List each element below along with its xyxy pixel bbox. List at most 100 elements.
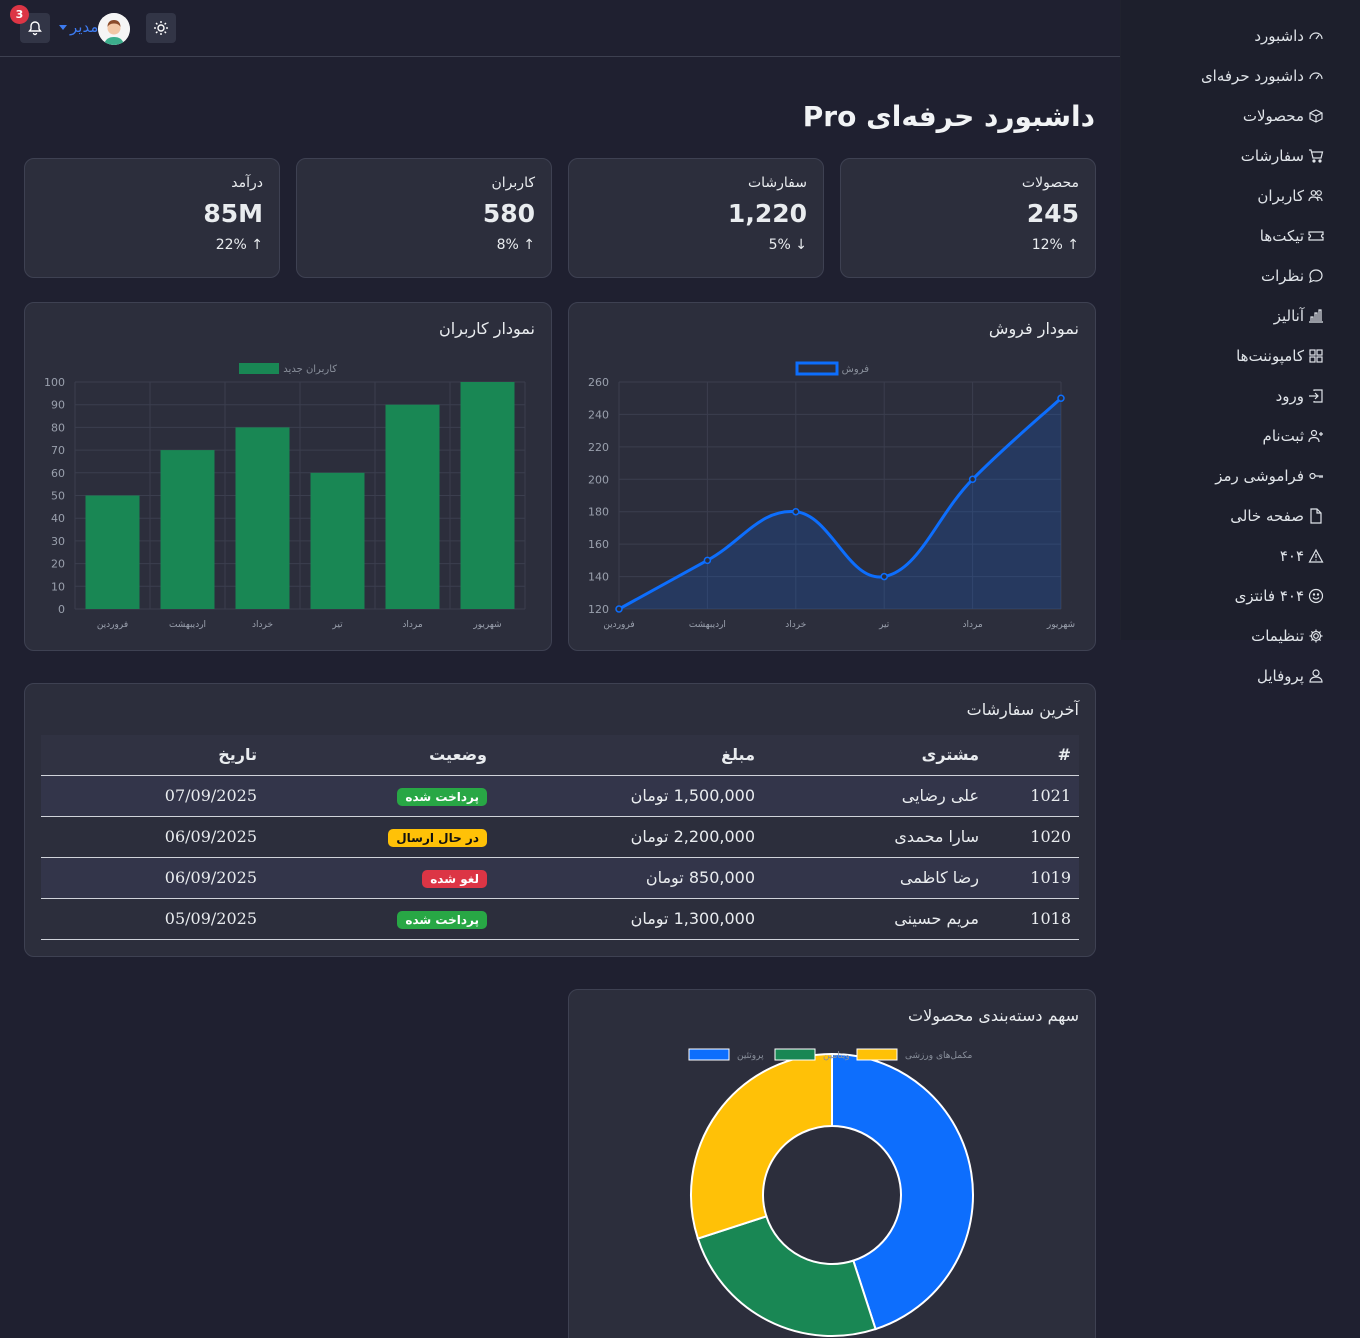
avatar[interactable] xyxy=(98,13,130,45)
x-tick-label: فروردین xyxy=(603,620,634,630)
data-point xyxy=(880,572,888,581)
stat-value: 85M xyxy=(203,199,263,228)
ticket-icon xyxy=(1308,231,1324,241)
sidebar-item[interactable]: ورود xyxy=(1276,384,1324,408)
bar xyxy=(160,450,215,609)
sidebar-item-label: محصولات xyxy=(1242,107,1304,125)
person-icon xyxy=(1309,669,1323,683)
notification-count-badge: 3 xyxy=(10,5,29,24)
sidebar-item[interactable]: محصولات xyxy=(1243,104,1324,128)
sales-line-chart: 120 140 160 180 200 220 240 260 فروردین اردیبهشت خ… xyxy=(588,361,1075,630)
bell-icon xyxy=(28,21,42,36)
stat-value: 580 xyxy=(482,199,535,228)
user-menu-name[interactable]: مدیر xyxy=(70,18,99,36)
sidebar-item[interactable]: تیکت‌ها xyxy=(1260,224,1324,248)
stat-value: 245 xyxy=(1026,199,1079,228)
category-chart-card: سهم دسته‌بندی محصولات پروتئین ویتامین مکمل… xyxy=(568,989,1096,1338)
status-badge: پرداخت شده xyxy=(397,910,487,929)
x-tick-label: شهریور xyxy=(1046,620,1075,630)
data-point xyxy=(615,605,623,613)
x-tick-label: خرداد xyxy=(252,620,273,630)
card-title: آخرین سفارشات xyxy=(966,700,1079,719)
order-id: 1018 xyxy=(987,898,1079,940)
sidebar-item[interactable]: کامپوننت‌ها xyxy=(1236,344,1324,368)
smile-icon xyxy=(1308,588,1324,604)
legend-label: فروش xyxy=(842,364,870,375)
y-tick-label: 0 xyxy=(58,603,65,616)
order-date: 06/09/2025 xyxy=(41,816,265,858)
stat-card-users: کاربران 580 ↑ 8% xyxy=(296,158,552,278)
orders-card: آخرین سفارشات # مشتری مبلغ وضعیت تاریخ 1… xyxy=(24,683,1096,957)
chat-icon xyxy=(1309,269,1323,284)
sidebar-item[interactable]: ثبت‌نام xyxy=(1263,424,1324,448)
x-tick-label: مرداد xyxy=(962,620,982,630)
pie-slice xyxy=(696,1215,877,1337)
sidebar-item-label: ۴۰۴ xyxy=(1279,547,1304,565)
order-customer: مریم حسینی xyxy=(763,898,987,940)
sidebar-item-label: نظرات xyxy=(1260,267,1304,285)
login-icon xyxy=(1309,389,1323,403)
x-tick-label: تیر xyxy=(878,620,890,630)
user-plus-icon xyxy=(1308,429,1323,443)
order-customer: رضا کاظمی xyxy=(763,857,987,899)
sidebar-item[interactable]: تنظیمات xyxy=(1251,624,1324,648)
y-tick-label: 260 xyxy=(588,376,609,389)
order-customer: علی رضایی xyxy=(763,775,987,817)
users-bar-chart: 0 10 20 30 40 50 60 70 80 90 100 فروردین اردیبهشت خرد… xyxy=(44,363,526,630)
table-row: 1018 مریم حسینی 1,300,000 تومان پرداخت شده 0… xyxy=(41,898,1079,940)
key-icon xyxy=(1309,472,1323,480)
y-tick-label: 40 xyxy=(51,512,65,525)
sidebar-item-label: داشبورد xyxy=(1254,27,1304,45)
sun-icon xyxy=(154,21,168,35)
chevron-down-icon[interactable] xyxy=(59,25,67,30)
order-id: 1019 xyxy=(987,857,1079,899)
stat-card-orders: سفارشات 1,220 ↓ 5% xyxy=(568,158,824,278)
stat-change: ↑ 8% xyxy=(496,237,535,253)
sidebar-item-label: داشبورد حرفه‌ای xyxy=(1200,67,1304,85)
sidebar-item-label: تنظیمات xyxy=(1251,627,1304,645)
card-title: نمودار کاربران xyxy=(438,319,535,338)
column-header: # xyxy=(987,735,1079,776)
order-status-cell: در حال ارسال xyxy=(265,816,495,858)
stat-label: محصولات xyxy=(1021,175,1079,191)
status-badge: لغو شده xyxy=(422,869,487,888)
order-amount: 2,200,000 تومان xyxy=(495,816,763,858)
stat-label: سفارشات xyxy=(747,175,807,191)
sidebar-item[interactable]: فراموشی رمز xyxy=(1215,464,1324,488)
sidebar-item[interactable]: نظرات xyxy=(1261,264,1324,288)
users-chart-card: نمودار کاربران 0 10 20 30 40 50 60 70 80 90 100 فرو… xyxy=(24,302,552,651)
bar xyxy=(385,404,440,609)
sidebar-item[interactable]: داشبورد حرفه‌ای xyxy=(1201,64,1324,88)
sidebar-item[interactable]: داشبورد xyxy=(1254,24,1324,48)
y-tick-label: 140 xyxy=(588,571,609,584)
sidebar-item[interactable]: ۴۰۴ xyxy=(1280,544,1324,568)
bar-chart-icon xyxy=(1309,309,1323,323)
status-badge: پرداخت شده xyxy=(397,787,487,806)
sidebar-item[interactable]: کاربران xyxy=(1257,184,1324,208)
sidebar-item[interactable]: پروفایل xyxy=(1257,664,1324,688)
y-tick-label: 90 xyxy=(51,399,65,412)
y-tick-label: 60 xyxy=(51,467,65,480)
y-tick-label: 30 xyxy=(51,535,65,548)
sidebar-item[interactable]: سفارشات xyxy=(1241,144,1324,168)
sidebar-item[interactable]: صفحه خالی xyxy=(1230,504,1324,528)
sidebar-item-label: صفحه خالی xyxy=(1230,507,1304,525)
data-point xyxy=(703,556,712,565)
arrow-up-icon: ↑ xyxy=(251,237,263,253)
stat-value: 1,220 xyxy=(727,199,807,228)
arrow-up-icon: ↑ xyxy=(1067,237,1079,253)
order-status-cell: لغو شده xyxy=(265,857,495,899)
column-header: مبلغ xyxy=(495,735,763,776)
sidebar-item-label: ۴۰۴ فانتزی xyxy=(1234,587,1304,605)
order-customer: سارا محمدی xyxy=(763,816,987,858)
pie-slice xyxy=(690,1052,833,1240)
pie-slice xyxy=(831,1052,974,1331)
legend-label: مکمل‌های ورزشی xyxy=(905,1051,972,1061)
sidebar-item[interactable]: آنالیز xyxy=(1274,304,1324,328)
x-tick-label: تیر xyxy=(331,620,343,630)
bar xyxy=(235,427,290,609)
x-tick-label: اردیبهشت xyxy=(689,620,726,630)
theme-toggle-button[interactable] xyxy=(146,13,176,43)
data-point xyxy=(968,475,977,484)
sidebar-item[interactable]: ۴۰۴ فانتزی xyxy=(1235,584,1324,608)
